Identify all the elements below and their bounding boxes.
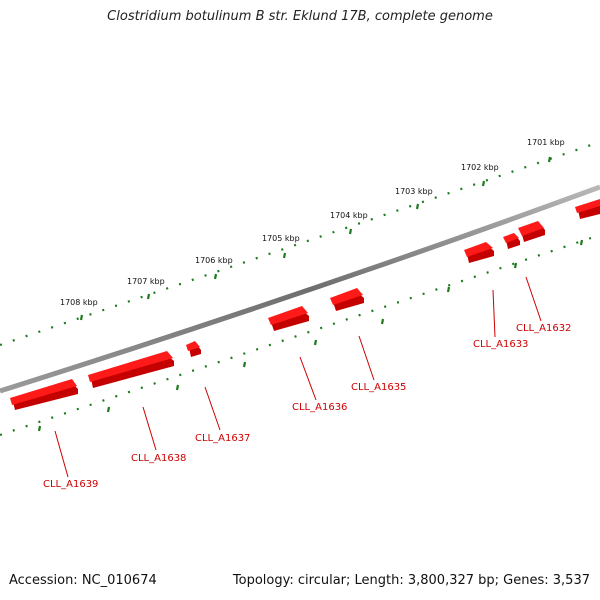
- upper-major-ticks: [79, 156, 552, 321]
- upper-tick-track: [0, 140, 600, 347]
- gene-partial-right[interactable]: [575, 199, 600, 219]
- kbp-label-1705: 1705 kbp: [262, 234, 300, 243]
- gene-cll-a1638[interactable]: [88, 351, 174, 388]
- gene-label-leaders: [54, 276, 542, 478]
- gene-label-cll-a1637[interactable]: CLL_A1637: [195, 433, 250, 444]
- gene-cll-a1632[interactable]: [518, 221, 545, 242]
- kbp-label-1702: 1702 kbp: [461, 163, 499, 172]
- gene-label-cll-a1633[interactable]: CLL_A1633: [473, 339, 528, 350]
- gene-label-cll-a1632[interactable]: CLL_A1632: [516, 323, 571, 334]
- gene-cll-a1633[interactable]: [464, 242, 494, 263]
- gene-cll-a1635[interactable]: [330, 288, 364, 311]
- genome-summary-text: Topology: circular; Length: 3,800,327 bp…: [232, 573, 590, 588]
- genome-backbone: [0, 184, 600, 394]
- kbp-label-1708: 1708 kbp: [60, 298, 98, 307]
- accession-text: Accession: NC_010674: [9, 573, 157, 588]
- gene-label-cll-a1638[interactable]: CLL_A1638: [131, 453, 186, 464]
- gene-cll-a1632b[interactable]: [503, 233, 520, 249]
- kbp-label-1703: 1703 kbp: [395, 187, 433, 196]
- map-title: Clostridium botulinum B str. Eklund 17B,…: [107, 9, 493, 24]
- gene-cll-a1637[interactable]: [186, 341, 201, 357]
- gene-label-cll-a1636[interactable]: CLL_A1636: [292, 402, 347, 413]
- kbp-label-1704: 1704 kbp: [330, 211, 368, 220]
- gene-label-cll-a1639[interactable]: CLL_A1639: [43, 479, 98, 490]
- lower-minor-ticks: [0, 233, 600, 437]
- gene-labels: CLL_A1632 CLL_A1633 CLL_A1635 CLL_A1636 …: [43, 323, 571, 490]
- lower-major-ticks: [37, 239, 584, 432]
- upper-minor-ticks: [0, 140, 600, 347]
- kbp-label-1701: 1701 kbp: [527, 138, 565, 147]
- gene-cll-a1636[interactable]: [268, 306, 309, 331]
- gene-label-cll-a1635[interactable]: CLL_A1635: [351, 382, 406, 393]
- gene-cll-a1639[interactable]: [10, 379, 78, 410]
- kbp-label-1707: 1707 kbp: [127, 277, 165, 286]
- lower-tick-track: [0, 233, 600, 437]
- gene-features: [10, 199, 600, 410]
- kbp-label-1706: 1706 kbp: [195, 256, 233, 265]
- kbp-labels: 1701 kbp 1702 kbp 1703 kbp 1704 kbp 1705…: [60, 138, 565, 307]
